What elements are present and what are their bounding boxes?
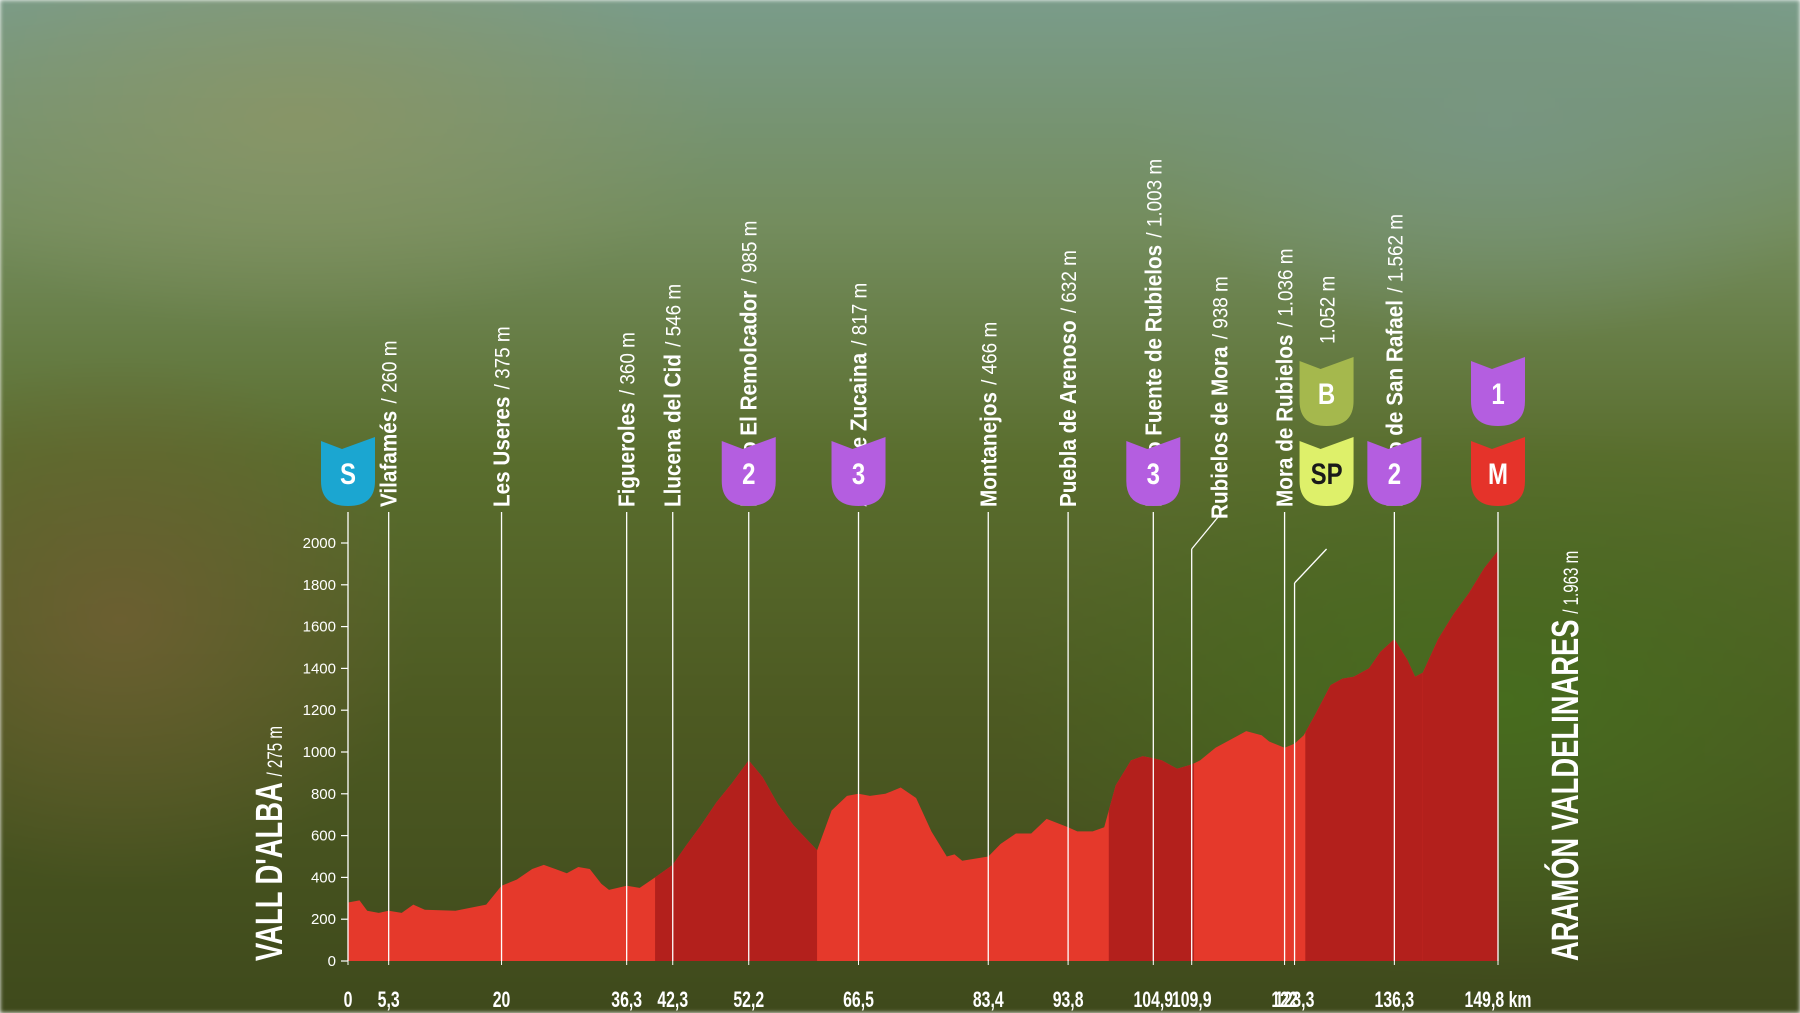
waypoint-label: Rubielos de Mora / 938 m — [1207, 276, 1233, 519]
x-tick-label: 83,4 — [973, 989, 1004, 1013]
x-tick-label: 5,3 — [378, 989, 400, 1013]
x-tick-label: 109,9 — [1172, 989, 1212, 1013]
badge-shape — [1471, 357, 1525, 426]
waypoint-altitude: / 938 m — [1210, 276, 1233, 339]
badge: M — [1471, 437, 1525, 506]
badge: 3 — [831, 437, 886, 506]
x-tick-label: 123,3 — [1275, 989, 1315, 1013]
y-tick-label: 200 — [311, 911, 336, 928]
y-tick-label: 400 — [311, 869, 336, 886]
waypoint-label: 1.052 m — [1317, 276, 1340, 344]
badge: 3 — [1126, 437, 1181, 506]
waypoint-label: Montanejos / 466 m — [975, 322, 1001, 507]
finish-altitude: / 1.963 m — [1558, 551, 1582, 614]
badge: S — [321, 437, 375, 506]
x-tick-label: 66,5 — [843, 989, 874, 1013]
waypoint-altitude: / 1.562 m — [1384, 214, 1407, 293]
climb-segment — [1422, 550, 1498, 961]
waypoint-label: Figueroles / 360 m — [614, 332, 640, 507]
badge: 2 — [1367, 437, 1422, 506]
waypoint-altitude: / 632 m — [1058, 250, 1081, 313]
x-tick-label: 36,3 — [611, 989, 642, 1013]
badge-shape — [1367, 437, 1422, 506]
waypoint-name: Rubielos de Mora — [1207, 346, 1233, 519]
waypoint-label: Les Useres / 375 m — [489, 326, 515, 507]
leader-line — [1191, 514, 1221, 550]
climb-segment — [1305, 639, 1423, 961]
y-tick-label: 0 — [328, 953, 336, 970]
start-name: VALL D'ALBA — [249, 782, 291, 961]
leader-line — [1294, 548, 1328, 584]
x-tick-label: 42,3 — [657, 989, 688, 1013]
badge: 2 — [721, 437, 776, 506]
x-tick-label: 136,3 — [1375, 989, 1415, 1013]
badge-text: 3 — [1147, 456, 1160, 490]
elevation-area — [348, 550, 1498, 961]
waypoint-altitude: / 260 m — [379, 341, 402, 404]
x-tick-label: 122 — [1271, 989, 1297, 1013]
y-tick-label: 1000 — [303, 744, 336, 761]
badge-text: S — [340, 456, 356, 490]
badge-text: 3 — [852, 456, 865, 490]
waypoint-altitude: / 985 m — [739, 221, 762, 284]
finish-name: ARAMÓN VALDELINARES — [1544, 620, 1588, 961]
badge-shape — [1299, 357, 1354, 426]
y-tick-label: 1400 — [303, 660, 336, 677]
finish-label: ARAMÓN VALDELINARES / 1.963 m — [1544, 551, 1588, 961]
waypoint-label: Vilafamés / 260 m — [376, 341, 402, 507]
x-tick-label: 0 — [344, 989, 353, 1013]
badge: B — [1299, 357, 1354, 426]
badge-shape — [721, 437, 776, 506]
badge-text: 2 — [742, 456, 755, 490]
y-tick-label: 2000 — [303, 535, 336, 552]
waypoint-altitude: / 360 m — [617, 332, 640, 395]
waypoint-altitude: / 1.036 m — [1275, 249, 1298, 328]
x-tick-label: 52,2 — [733, 989, 764, 1013]
badge-shape — [1126, 437, 1181, 506]
waypoint-name: Montanejos — [975, 392, 1001, 507]
badge-text: 1 — [1491, 376, 1504, 410]
waypoint-altitude: / 546 m — [663, 284, 686, 347]
start-label: VALL D'ALBA / 275 m — [249, 726, 291, 961]
y-tick-label: 1800 — [303, 577, 336, 594]
y-tick-label: 1600 — [303, 619, 336, 636]
badge-text: M — [1488, 456, 1508, 490]
badge-text: 2 — [1388, 456, 1401, 490]
waypoint-altitude: / 1.003 m — [1143, 159, 1166, 238]
waypoint-altitude: / 817 m — [849, 283, 872, 346]
waypoint-name: Llucena del Cid — [660, 354, 686, 507]
climb-segment — [655, 760, 818, 961]
waypoint-altitude: / 375 m — [492, 326, 515, 389]
badge: SP — [1299, 437, 1354, 506]
badge-shape — [831, 437, 886, 506]
waypoint-name: Figueroles — [614, 402, 640, 507]
climb-segment — [1108, 756, 1194, 961]
waypoint-name: Vilafamés — [376, 411, 402, 507]
badge-text: SP — [1311, 456, 1343, 490]
badge: 1 — [1471, 357, 1525, 426]
x-tick-label: 93,8 — [1053, 989, 1084, 1013]
x-tick-label: 149,8 km — [1465, 989, 1532, 1013]
waypoint-altitude: 1.052 m — [1317, 276, 1340, 344]
waypoint-name: Les Useres — [489, 397, 515, 507]
waypoint-label: Mora de Rubielos / 1.036 m — [1272, 249, 1298, 507]
x-tick-label: 104,9 — [1134, 989, 1174, 1013]
waypoint-label: Puebla de Arenoso / 632 m — [1055, 250, 1081, 507]
waypoint-altitude: / 466 m — [978, 322, 1001, 385]
y-tick-label: 1200 — [303, 702, 336, 719]
start-altitude: / 275 m — [262, 726, 286, 776]
badge-shape — [321, 437, 375, 506]
waypoint-name: Puebla de Arenoso — [1055, 320, 1081, 507]
y-tick-label: 600 — [311, 828, 336, 845]
waypoint-label: Llucena del Cid / 546 m — [660, 284, 686, 507]
y-tick-label: 800 — [311, 786, 336, 803]
waypoint-name: Mora de Rubielos — [1272, 335, 1298, 507]
x-tick-label: 20 — [493, 989, 511, 1013]
badge-shape — [1299, 437, 1354, 506]
badge-shape — [1471, 437, 1525, 506]
badge-text: B — [1318, 376, 1335, 410]
